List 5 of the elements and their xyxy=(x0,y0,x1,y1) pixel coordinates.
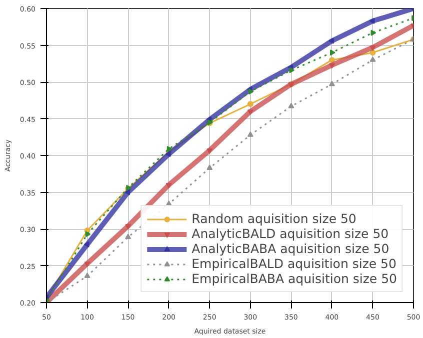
legend-label: EmpiricalBABA aquisition size 50 xyxy=(192,271,397,286)
legend-label: AnalyticBABA aquisition size 50 xyxy=(192,241,390,256)
legend-label: Random aquisition size 50 xyxy=(192,211,356,226)
legend-label: AnalyticBALD aquisition size 50 xyxy=(192,226,389,241)
legend-label: EmpiricalBALD aquisition size 50 xyxy=(192,256,396,271)
